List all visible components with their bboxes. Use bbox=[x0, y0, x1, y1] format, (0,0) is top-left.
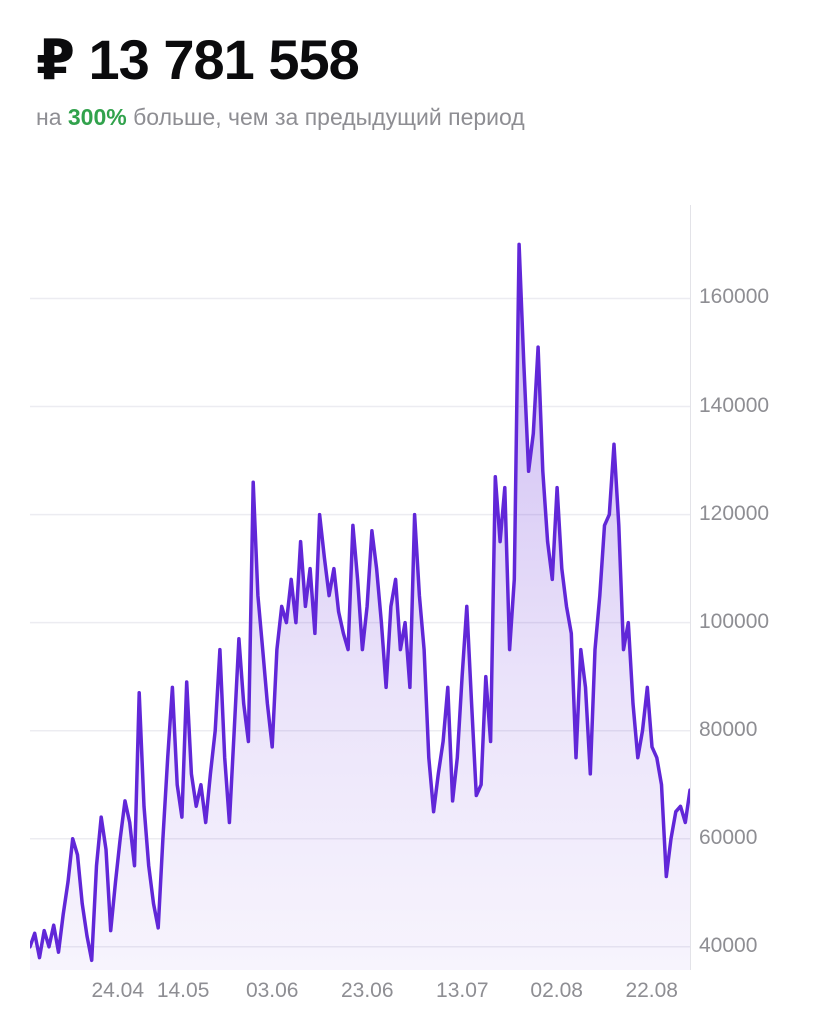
area-line-chart bbox=[30, 242, 690, 970]
y-axis-label: 40000 bbox=[699, 933, 758, 957]
subtitle-suffix: больше, чем за предыдущий период bbox=[126, 104, 525, 130]
summary-header: ₽ 13 781 558 на 300% больше, чем за пред… bbox=[0, 0, 828, 132]
percent-change: 300% bbox=[67, 104, 127, 130]
y-axis-label: 100000 bbox=[699, 609, 770, 633]
x-axis-label: 02.08 bbox=[530, 979, 583, 1002]
y-axis-label: 160000 bbox=[699, 285, 770, 309]
x-axis-label: 22.08 bbox=[625, 979, 678, 1002]
subtitle-prefix: на bbox=[36, 104, 68, 130]
y-axis: 40000 60000 80000 100000 120000 140000 160000 bbox=[699, 205, 827, 970]
y-axis-label: 120000 bbox=[699, 501, 770, 525]
x-axis-label: 03.06 bbox=[245, 979, 299, 1002]
total-amount: ₽ 13 781 558 bbox=[36, 28, 360, 91]
revenue-chart: 40000 60000 80000 100000 120000 140000 160000 … bbox=[0, 205, 828, 1015]
series-line bbox=[30, 242, 690, 963]
y-axis-label: 140000 bbox=[699, 393, 770, 417]
comparison-subtitle: на 300% больше, чем за предыдущий период bbox=[36, 102, 792, 132]
chart-plot-area bbox=[30, 205, 691, 970]
x-axis: 24.04 14.05 03.06 23.06 13.07 02.08 22.08 bbox=[30, 979, 690, 1011]
y-axis-label: 60000 bbox=[699, 825, 758, 849]
y-axis-label: 80000 bbox=[699, 717, 758, 741]
x-axis-label: 23.06 bbox=[340, 979, 394, 1002]
x-axis-label: 24.04 bbox=[91, 979, 145, 1002]
x-axis-label: 14.05 bbox=[156, 979, 210, 1002]
x-axis-label: 13.07 bbox=[436, 979, 489, 1002]
